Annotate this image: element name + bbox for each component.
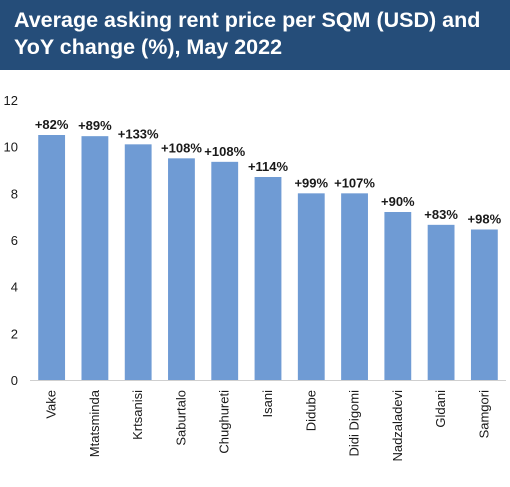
data-label: +114% xyxy=(248,159,289,174)
data-label: +108% xyxy=(204,144,245,159)
category-label: Didi Digomi xyxy=(347,390,362,457)
bar-didi-digomi xyxy=(341,193,368,380)
y-tick-label: 4 xyxy=(11,280,18,295)
bar-didube xyxy=(297,193,325,380)
bar-krtsanisi xyxy=(124,144,152,380)
bar-vake xyxy=(38,135,66,380)
chart-title-line-1: Average asking rent price per SQM (USD) … xyxy=(14,8,481,32)
bar-nadzaladevi xyxy=(384,212,412,380)
y-tick-label: 8 xyxy=(11,186,18,201)
bar-gldani xyxy=(427,224,455,380)
y-tick-label: 6 xyxy=(11,233,18,248)
data-label: +99% xyxy=(294,175,328,190)
category-label: Nadzaladevi xyxy=(390,390,405,462)
category-label: Krtsanisi xyxy=(130,390,145,440)
bar-saburtalo xyxy=(168,158,195,380)
category-label: Gldani xyxy=(433,390,448,428)
data-label: +82% xyxy=(35,117,69,132)
y-tick-label: 12 xyxy=(4,93,18,108)
data-label: +107% xyxy=(334,175,375,190)
bar-mtatsminda xyxy=(81,136,109,380)
category-label: Samgori xyxy=(476,390,491,439)
data-label: +98% xyxy=(468,212,502,227)
y-tick-label: 10 xyxy=(4,140,18,155)
chart-title-line-2: YoY change (%), May 2022 xyxy=(14,35,283,59)
data-label: +83% xyxy=(424,207,458,222)
data-label: +90% xyxy=(381,194,415,209)
data-label: +89% xyxy=(78,118,112,133)
bar-isani xyxy=(254,177,282,380)
category-label: Chughureti xyxy=(217,390,232,454)
y-tick-label: 0 xyxy=(11,373,18,388)
data-label: +133% xyxy=(118,126,159,141)
category-label: Didube xyxy=(303,390,318,431)
bar-chart: 0 2 4 6 8 10 12 +82% Vake +89% Mtatsminda +133% Krts… xyxy=(4,93,506,462)
data-label: +108% xyxy=(161,140,202,155)
title-banner: Average asking rent price per SQM (USD) … xyxy=(0,0,510,70)
bar-chughureti xyxy=(211,161,239,380)
category-label: Mtatsminda xyxy=(87,389,102,457)
category-label: Vake xyxy=(44,390,59,419)
category-label: Saburtalo xyxy=(173,390,188,446)
category-label: Isani xyxy=(260,390,275,418)
bar-samgori xyxy=(470,229,498,380)
y-tick-label: 2 xyxy=(11,326,18,341)
